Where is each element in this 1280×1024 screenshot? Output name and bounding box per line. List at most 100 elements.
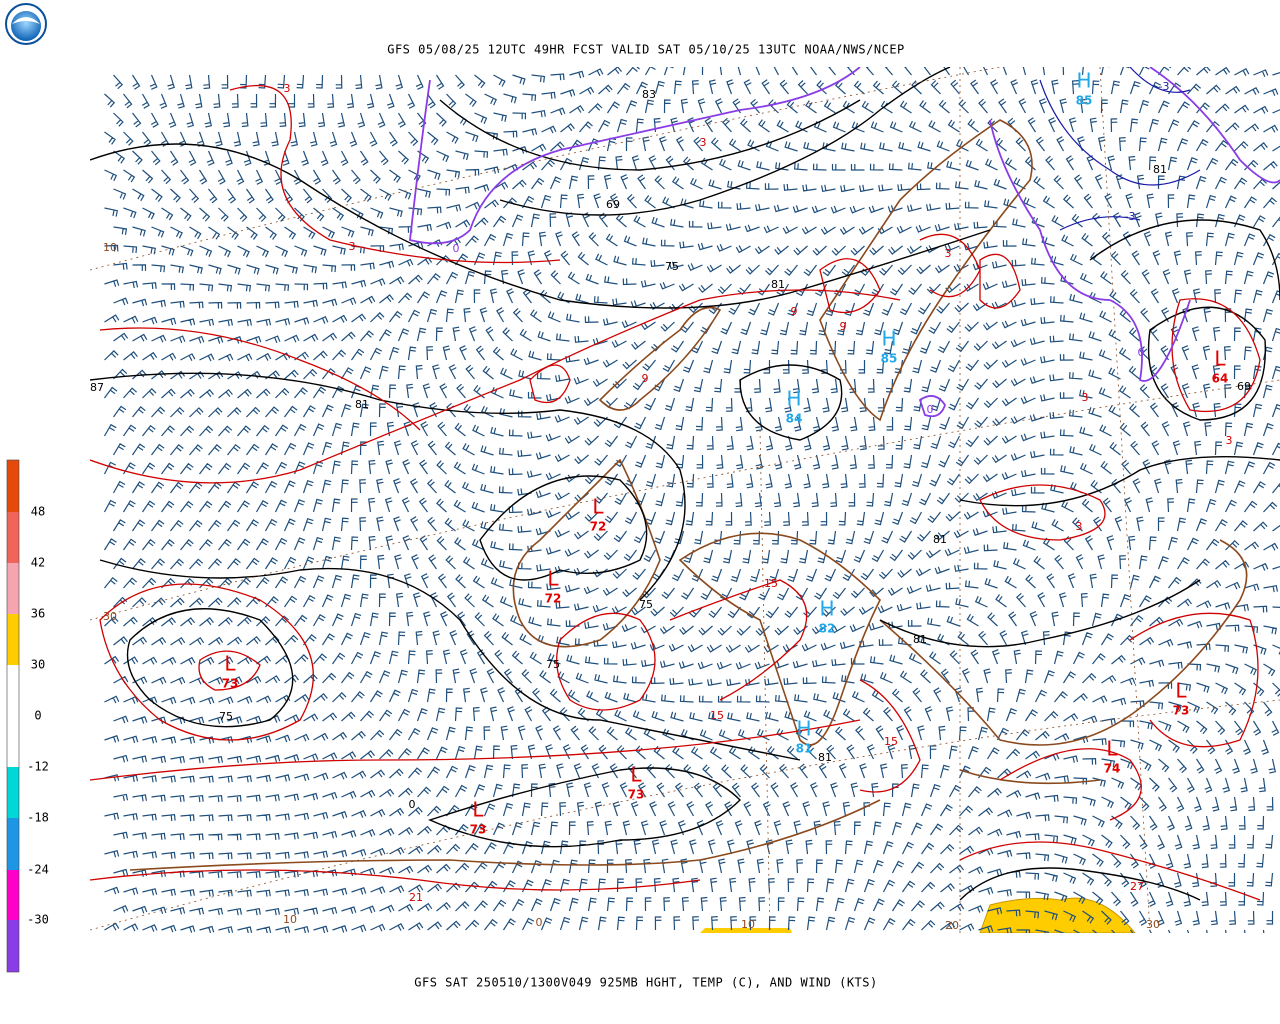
center-symbol: H bbox=[796, 717, 811, 741]
contour-label: 81 bbox=[913, 633, 927, 646]
contour-label: 3 bbox=[349, 240, 356, 253]
scale-swatch bbox=[7, 563, 19, 614]
contour-label: 3 bbox=[284, 82, 291, 95]
contour-label: 3 bbox=[1082, 391, 1089, 404]
center-symbol: L bbox=[547, 567, 559, 591]
scale-label: 36 bbox=[31, 607, 45, 621]
center-value: 85 bbox=[881, 352, 898, 366]
contour-label: 9 bbox=[791, 305, 798, 318]
scale-swatch bbox=[7, 665, 19, 767]
contour-label: 3 bbox=[1226, 434, 1233, 447]
coastlines bbox=[129, 119, 1248, 871]
contour-label: 69 bbox=[606, 198, 620, 211]
contour-label: 0 bbox=[453, 242, 460, 255]
contour-label: 0 bbox=[1138, 346, 1145, 359]
center-symbol: L bbox=[1175, 679, 1187, 703]
contour-label: 3 bbox=[700, 136, 707, 149]
color-scale bbox=[6, 459, 20, 973]
scale-label: 42 bbox=[31, 556, 45, 570]
lat-lon-grid bbox=[90, 67, 1280, 933]
warm-area bbox=[979, 897, 1136, 933]
contour-label: 10 bbox=[103, 241, 117, 254]
center-symbol: L bbox=[224, 652, 236, 676]
contour-label: -3 bbox=[1159, 80, 1170, 93]
noaa-logo bbox=[5, 3, 47, 45]
contour-label: 81 bbox=[771, 278, 785, 291]
chart-title: GFS 05/08/25 12UTC 49HR FCST VALID SAT 0… bbox=[387, 43, 905, 57]
center-symbol: H bbox=[819, 597, 834, 621]
center-value: 72 bbox=[590, 520, 607, 534]
center-symbol: L bbox=[630, 763, 642, 787]
contour-label: 75 bbox=[219, 710, 233, 723]
contour-label: 30 bbox=[103, 610, 117, 623]
scale-swatch bbox=[7, 818, 19, 870]
center-value: 81 bbox=[796, 742, 813, 756]
contour-label: 10 bbox=[741, 918, 755, 931]
contour-label: 81 bbox=[818, 751, 832, 764]
contour-label: -3 bbox=[1125, 210, 1136, 223]
contour-label: 69 bbox=[1237, 380, 1251, 393]
map: L73L72L72L73L73L64L73L74H85H84H85H82H816… bbox=[90, 67, 1280, 933]
height-contours bbox=[90, 67, 1280, 901]
contour-label: 0 bbox=[409, 798, 416, 811]
center-symbol: L bbox=[592, 495, 604, 519]
chart-caption: GFS SAT 250510/1300V049 925MB HGHT, TEMP… bbox=[414, 976, 877, 990]
zero-isotherm bbox=[409, 67, 1280, 418]
contour-label: 15 bbox=[710, 709, 724, 722]
center-value: 73 bbox=[222, 677, 239, 691]
center-symbol: H bbox=[1076, 69, 1091, 93]
center-value: 73 bbox=[470, 823, 487, 837]
center-value: 74 bbox=[1104, 762, 1121, 776]
contour-label: 87 bbox=[90, 381, 104, 394]
contour-label: 9 bbox=[840, 320, 847, 333]
contour-label: 0 bbox=[536, 916, 543, 929]
center-value: 73 bbox=[628, 788, 645, 802]
scale-label: 48 bbox=[31, 505, 45, 519]
scale-label: -30 bbox=[27, 913, 49, 927]
scale-swatch bbox=[7, 512, 19, 563]
center-symbol: H bbox=[881, 327, 896, 351]
contour-label: 75 bbox=[546, 658, 560, 671]
contour-label: 9 bbox=[642, 372, 649, 385]
temperature-contours bbox=[90, 84, 1261, 901]
scale-label: 30 bbox=[31, 658, 45, 672]
scale-label: 0 bbox=[34, 709, 41, 723]
center-symbol: H bbox=[786, 387, 801, 411]
contour-label: 83 bbox=[642, 88, 656, 101]
scale-swatch bbox=[7, 460, 19, 512]
contour-label: 15 bbox=[884, 735, 898, 748]
contour-label: 27 bbox=[1130, 880, 1144, 893]
center-symbol: L bbox=[1106, 737, 1118, 761]
contour-label: 10 bbox=[283, 913, 297, 926]
scale-swatch bbox=[7, 870, 19, 920]
map-labels: L73L72L72L73L73L64L73L74H85H84H85H82H816… bbox=[90, 69, 1251, 933]
contour-label: 81 bbox=[1153, 163, 1167, 176]
scale-label: -18 bbox=[27, 811, 49, 825]
scale-swatch bbox=[7, 920, 19, 972]
center-value: 85 bbox=[1076, 94, 1093, 108]
center-value: 84 bbox=[786, 412, 803, 426]
contour-label: 81 bbox=[355, 398, 369, 411]
contour-label: 30 bbox=[1146, 918, 1160, 931]
center-symbol: L bbox=[1214, 347, 1226, 371]
contour-label: 20 bbox=[945, 919, 959, 932]
contour-label: 21 bbox=[409, 891, 423, 904]
center-value: 82 bbox=[819, 622, 836, 636]
scale-label: -12 bbox=[27, 760, 49, 774]
scale-swatch bbox=[7, 767, 19, 818]
contour-label: 75 bbox=[639, 598, 653, 611]
contour-label: 75 bbox=[665, 260, 679, 273]
center-value: 64 bbox=[1212, 372, 1229, 386]
center-value: 73 bbox=[1173, 704, 1190, 718]
scale-swatch bbox=[7, 614, 19, 665]
contour-label: 3 bbox=[1076, 520, 1083, 533]
contour-label: 81 bbox=[933, 533, 947, 546]
center-symbol: L bbox=[472, 798, 484, 822]
cold-contours bbox=[1039, 67, 1201, 231]
contour-label: 3 bbox=[945, 247, 952, 260]
contour-label: 15 bbox=[764, 577, 778, 590]
scale-label: -24 bbox=[27, 863, 49, 877]
center-value: 72 bbox=[545, 592, 562, 606]
contour-label: 0 bbox=[927, 403, 934, 416]
